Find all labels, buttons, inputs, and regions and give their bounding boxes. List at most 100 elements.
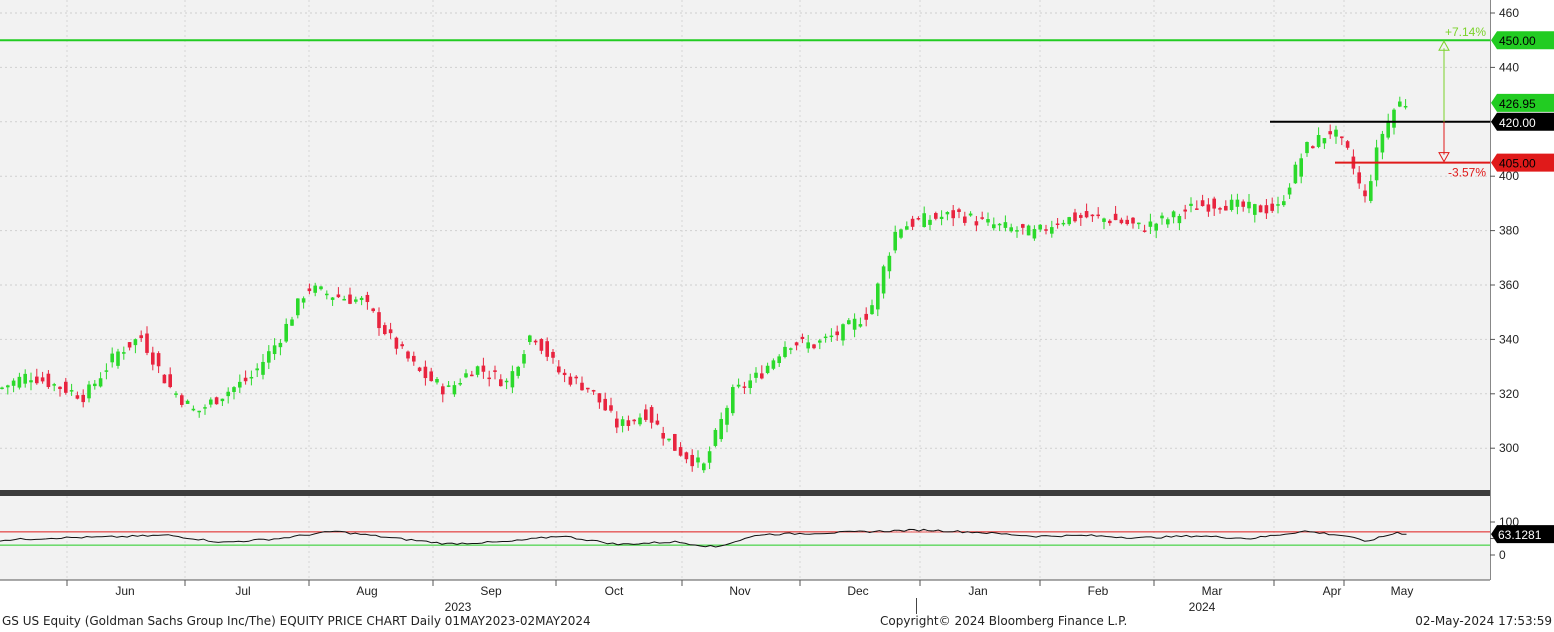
candle-down — [394, 337, 399, 349]
candle-down — [307, 288, 312, 292]
candle-up — [893, 231, 897, 251]
candle-up — [1386, 121, 1390, 138]
candle-down — [934, 213, 938, 219]
candle-up — [922, 213, 926, 228]
candle-down — [609, 405, 613, 411]
candle-down — [1363, 190, 1367, 197]
candle-up — [1166, 219, 1170, 225]
candle-up — [899, 229, 903, 238]
candle-up — [748, 380, 752, 389]
candle-up — [725, 407, 729, 425]
candle-up — [1276, 204, 1280, 206]
candle-up — [261, 361, 265, 375]
candle-down — [957, 209, 961, 212]
candle-up — [928, 219, 932, 225]
candle-down — [1073, 212, 1077, 222]
candle-down — [539, 339, 544, 351]
month-label: Nov — [729, 584, 750, 598]
candle-up — [876, 283, 880, 310]
year-label: 2023 — [445, 600, 472, 614]
candle-up — [905, 226, 909, 230]
candle-up — [284, 323, 288, 342]
candle-down — [1096, 214, 1100, 217]
candle-up — [522, 354, 526, 364]
candle-up — [191, 408, 196, 411]
price-tick-label: 380 — [1499, 224, 1519, 238]
candle-up — [1067, 217, 1071, 225]
candle-up — [452, 385, 457, 395]
downside-percent-label: -3.57% — [1448, 166, 1486, 180]
candle-up — [104, 370, 109, 372]
candle-up — [1229, 199, 1234, 210]
month-label: Sep — [480, 584, 502, 598]
candle-down — [371, 308, 375, 312]
candle-down — [214, 397, 219, 405]
candle-down — [336, 294, 341, 298]
candle-down — [1218, 208, 1222, 210]
chart-info-footer: GS US Equity (Goldman Sachs Group Inc/Th… — [2, 614, 591, 628]
candle-down — [1055, 223, 1060, 226]
candle-up — [6, 385, 10, 388]
price-tick-label: 340 — [1499, 332, 1519, 346]
candle-up — [1282, 201, 1286, 206]
candle-up — [510, 371, 515, 388]
candle-down — [551, 351, 555, 358]
candle-down — [156, 353, 161, 367]
candle-up — [69, 390, 74, 392]
candle-up — [1137, 222, 1141, 225]
candle-down — [632, 419, 636, 422]
candle-down — [533, 340, 538, 343]
candle-up — [806, 342, 810, 349]
candle-down — [557, 366, 561, 373]
candle-up — [986, 219, 990, 223]
candle-up — [847, 320, 851, 325]
candle-up — [1293, 164, 1298, 184]
candle-up — [1050, 227, 1054, 234]
candle-up — [1009, 227, 1013, 232]
rsi-last-value-label: 63.1281 — [1498, 528, 1542, 542]
candle-down — [46, 373, 51, 388]
candle-down — [800, 336, 805, 339]
grid — [0, 0, 1490, 580]
candle-down — [493, 370, 497, 372]
candle-up — [1380, 133, 1385, 153]
candle-up — [528, 335, 532, 343]
candle-down — [951, 210, 955, 219]
candle-up — [174, 393, 178, 395]
candle-down — [1264, 205, 1269, 214]
candle-down — [974, 221, 979, 226]
candle-up — [1322, 138, 1327, 144]
candle-up — [818, 340, 822, 343]
candle-up — [29, 380, 33, 383]
candle-up — [1015, 230, 1019, 232]
candle-up — [0, 387, 4, 390]
candle-down — [1206, 204, 1211, 212]
candle-up — [203, 407, 207, 409]
candle-down — [603, 398, 607, 411]
candle-down — [760, 373, 764, 379]
candle-up — [342, 298, 346, 301]
candle-down — [1131, 217, 1135, 224]
candle-up — [713, 429, 718, 446]
candle-down — [377, 312, 381, 329]
candle-up — [620, 419, 625, 426]
candle-down — [742, 386, 747, 388]
candle-up — [1154, 223, 1158, 231]
candle-down — [963, 216, 967, 223]
candle-up — [1160, 215, 1164, 219]
candle-down — [562, 372, 567, 376]
candle-down — [661, 432, 665, 439]
candle-up — [249, 376, 254, 379]
copyright-footer: Copyright© 2024 Bloomberg Finance L.P. — [880, 614, 1128, 628]
panel-divider[interactable] — [0, 490, 1490, 496]
candle-up — [945, 212, 950, 215]
candle-down — [1311, 146, 1315, 149]
candle-down — [423, 366, 428, 379]
price-tick-label: 400 — [1499, 169, 1519, 183]
candle-down — [1125, 219, 1129, 225]
candle-down — [75, 395, 80, 399]
candle-up — [11, 380, 16, 386]
month-label: Jul — [235, 584, 250, 598]
candle-up — [1392, 109, 1396, 128]
candle-down — [481, 365, 486, 372]
